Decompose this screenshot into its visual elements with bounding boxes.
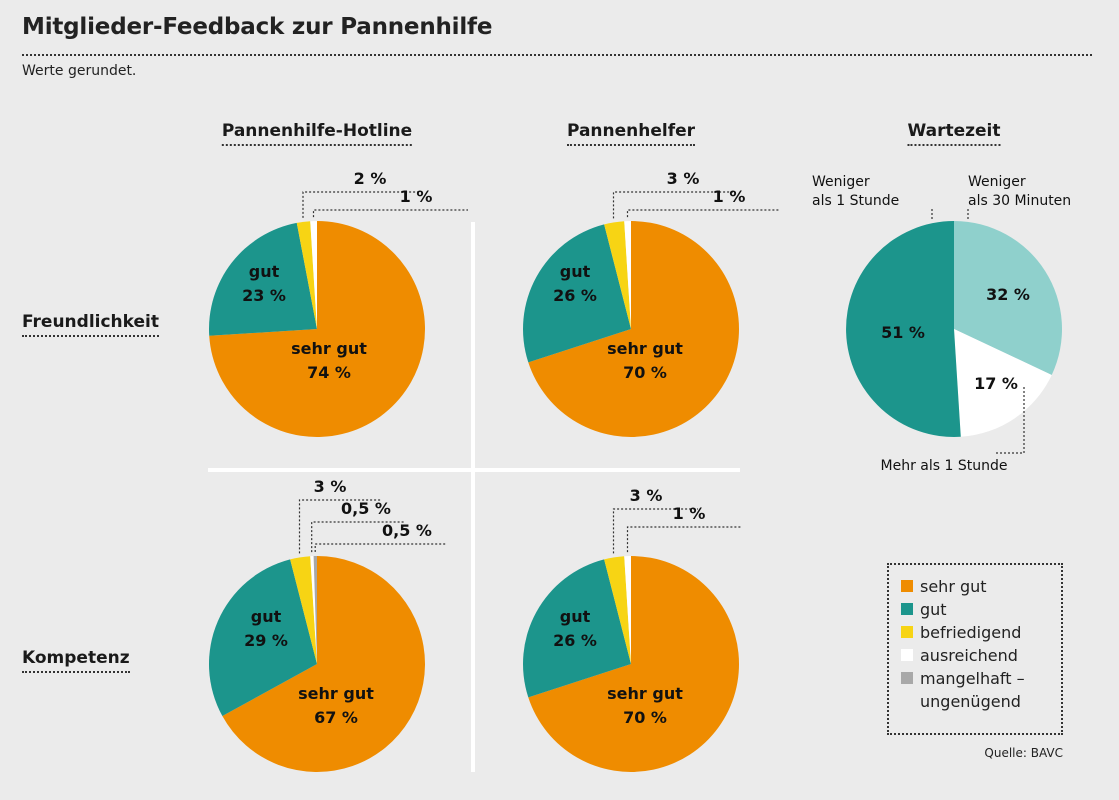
pie-slice-sehr-gut	[528, 556, 740, 773]
column-header-hotline: Pannenhilfe-Hotline	[221, 121, 413, 146]
pie-slice-ausreichend	[310, 221, 317, 329]
legend-label: ausreichend	[920, 646, 1018, 665]
pie-slice-befriedigend	[604, 556, 631, 664]
category-label: Mehr als 1 Stunde	[881, 458, 1008, 474]
slice-value-label: 17 %	[974, 374, 1018, 393]
callout-leader-line	[612, 191, 733, 219]
legend-label: gut	[920, 600, 947, 619]
slice-value-label: 29 %	[244, 631, 288, 650]
pie-pannenhelfer-freundlichkeit: sehr gut 70 % gut 26 % 3 % 1 %	[523, 169, 780, 437]
pie-slice-ausreichend	[624, 556, 631, 664]
row-header-kompetenz: Kompetenz	[22, 648, 130, 673]
legend-swatch	[901, 626, 913, 638]
pie-pannenhelfer-kompetenz: sehr gut 70 % gut 26 % 3 % 1 %	[523, 486, 741, 773]
callout-value-label: 1 %	[713, 187, 746, 206]
slice-value-label: 26 %	[553, 631, 597, 650]
callout-value-label: 0,5 %	[382, 521, 432, 540]
column-header-wartezeit: Wartezeit	[907, 121, 1001, 146]
pie-slice-weniger-als-1-stunde	[846, 221, 961, 437]
callout-leader-line	[626, 526, 741, 553]
slice-value-label: 23 %	[242, 286, 286, 305]
pie-wartezeit: 32 % 17 % 51 %	[846, 221, 1062, 437]
slice-value-label: 26 %	[553, 286, 597, 305]
slice-value-label: 32 %	[986, 285, 1030, 304]
callout-value-label: 3 %	[314, 477, 347, 496]
callout-value-label: 1 %	[400, 187, 433, 206]
callout-leader-line	[302, 191, 422, 218]
title-divider	[22, 54, 1092, 56]
callout-leader-line	[312, 209, 468, 218]
legend-item-gut: gut	[901, 598, 1061, 621]
source-note: Quelle: BAVC	[984, 746, 1063, 760]
legend-item-sehr-gut: sehr gut	[901, 575, 1061, 598]
pie-slice-gut	[208, 559, 317, 717]
slice-name-label: gut	[249, 262, 280, 281]
slice-name-label: gut	[251, 607, 282, 626]
pie-slice-befriedigend	[296, 221, 317, 329]
wartezeit-category-labels: Weniger als 1 Stunde Weniger als 30 Minuten…	[812, 174, 1071, 474]
pie-slice-weniger-als-30-minuten	[954, 221, 1062, 375]
callout-value-label: 2 %	[354, 169, 387, 188]
slice-name-label: sehr gut	[607, 339, 683, 358]
slice-value-label: 70 %	[623, 708, 667, 727]
slice-name-label: sehr gut	[607, 684, 683, 703]
callout-leader-line	[612, 508, 698, 554]
slice-value-label: 51 %	[881, 323, 925, 342]
category-label: Weniger	[968, 174, 1026, 190]
legend-item-mangelhaft: mangelhaft – ungenügend	[901, 667, 1061, 713]
column-header-pannenhelfer: Pannenhelfer	[566, 121, 696, 146]
chart-subtitle: Werte gerundet.	[22, 63, 137, 79]
pie-slice-sehr-gut	[209, 221, 425, 437]
callout-value-label: 3 %	[630, 486, 663, 505]
pie-slice-befriedigend	[604, 221, 631, 329]
legend-item-ausreichend: ausreichend	[901, 644, 1061, 667]
callout-leader-line	[626, 209, 780, 218]
callout-value-label: 3 %	[667, 169, 700, 188]
slice-name-label: sehr gut	[298, 684, 374, 703]
chart-title: Mitglieder-Feedback zur Pannenhilfe	[22, 14, 493, 40]
slice-value-label: 70 %	[623, 363, 667, 382]
pie-pannenhilfe-hotline-kompetenz: sehr gut 67 % gut 29 % 3 % 0,5 % 0,5 %	[208, 477, 446, 772]
legend: sehr gut gut befriedigend ausreichend ma…	[887, 563, 1063, 735]
callout-leader-line	[298, 499, 382, 554]
pie-slice-ausreichend	[310, 556, 317, 664]
row-header-freundlichkeit: Freundlichkeit	[22, 312, 159, 337]
category-label: als 30 Minuten	[968, 193, 1071, 209]
pie-slice-mangelhaft-ungen-gend	[313, 555, 317, 664]
pie-slice-ausreichend	[624, 220, 631, 329]
legend-label: befriedigend	[920, 623, 1022, 642]
pie-slice-befriedigend	[290, 556, 317, 664]
category-label: als 1 Stunde	[812, 193, 899, 209]
pie-slice-gut	[208, 222, 317, 336]
legend-swatch	[901, 580, 913, 592]
legend-label: mangelhaft – ungenügend	[920, 669, 1025, 711]
pie-pannenhilfe-hotline-freundlichkeit: sehr gut 74 % gut 23 % 2 % 1 %	[208, 169, 468, 437]
category-label: Weniger	[812, 174, 870, 190]
callout-leader-line	[314, 543, 446, 552]
legend-label: sehr gut	[920, 577, 987, 596]
slice-name-label: gut	[560, 262, 591, 281]
callout-leader-line	[994, 387, 1025, 454]
legend-swatch	[901, 649, 913, 661]
pie-slice-sehr-gut	[222, 555, 426, 772]
pie-slice-gut	[523, 224, 631, 363]
slice-name-label: sehr gut	[291, 339, 367, 358]
slice-name-label: gut	[560, 607, 591, 626]
slice-value-label: 67 %	[314, 708, 358, 727]
pie-slice-gut	[523, 559, 631, 698]
legend-swatch	[901, 672, 913, 684]
legend-swatch	[901, 603, 913, 615]
pie-slice-sehr-gut	[528, 221, 740, 437]
pie-slice-mehr-als-1-stunde	[954, 329, 1052, 437]
slice-value-label: 74 %	[307, 363, 351, 382]
callout-value-label: 0,5 %	[341, 499, 391, 518]
legend-item-befriedigend: befriedigend	[901, 621, 1061, 644]
callout-value-label: 1 %	[673, 504, 706, 523]
